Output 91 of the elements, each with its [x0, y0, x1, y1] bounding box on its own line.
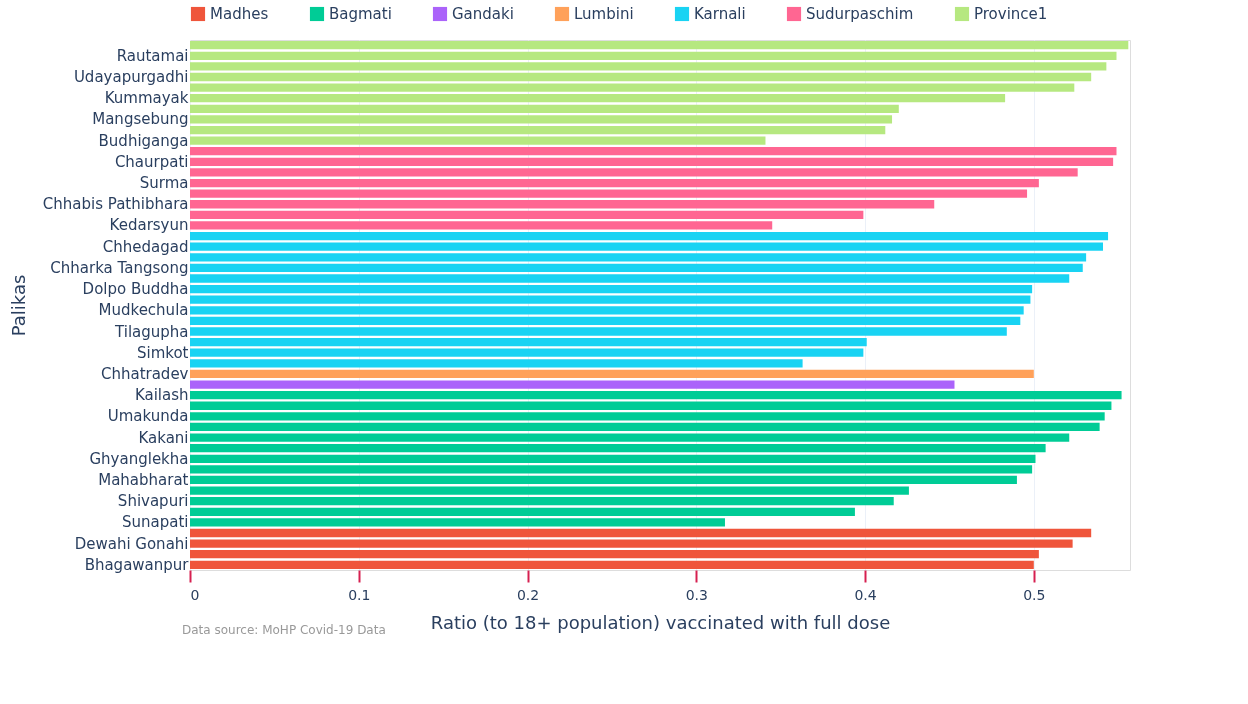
x-tick-label: 0.4 — [854, 586, 877, 603]
bar — [190, 189, 1028, 198]
y-tick-label: Chhatradev — [100, 364, 189, 383]
bar — [190, 528, 1092, 538]
bar — [190, 51, 1117, 60]
bar — [190, 369, 1034, 379]
legend-label: Bagmati — [329, 5, 392, 23]
y-tick-label: Shivapuri — [117, 492, 189, 511]
bar — [190, 518, 725, 527]
bar — [190, 83, 1075, 92]
bar — [190, 465, 1033, 474]
y-tick-label: Ghyanglekha — [89, 449, 189, 468]
y-tick-label: Rautamai — [116, 46, 189, 65]
bar — [190, 359, 803, 368]
bar — [190, 157, 1114, 166]
bar — [190, 168, 1078, 177]
legend-label: Karnali — [694, 5, 746, 23]
y-tick-label: Umakunda — [107, 407, 189, 426]
x-tick-label: 0.5 — [1023, 586, 1046, 603]
y-tick-label: Sunapati — [122, 513, 189, 532]
bar — [190, 348, 864, 357]
bar — [190, 147, 1117, 156]
bar — [190, 337, 867, 347]
y-tick-label: Chaurpati — [114, 152, 189, 171]
bar — [190, 306, 1024, 315]
bar — [190, 401, 1112, 410]
bar — [190, 444, 1046, 453]
bar — [190, 486, 909, 495]
bar — [190, 221, 773, 230]
y-tick-label: Chharka Tangsong — [50, 258, 189, 277]
bar — [190, 263, 1083, 273]
bar — [190, 72, 1092, 82]
bar — [190, 136, 766, 145]
bar — [190, 475, 1017, 485]
x-tick-label: 0.3 — [685, 586, 708, 603]
y-tick-label: Mudkechula — [98, 301, 189, 320]
bar — [190, 178, 1039, 188]
y-tick-label: Mangsebung — [92, 110, 189, 129]
bar — [190, 284, 1033, 294]
y-tick-label: Simkot — [136, 343, 189, 362]
bar — [190, 391, 1122, 400]
bar — [190, 327, 1007, 336]
y-tick-label: Bhagawanpur — [84, 555, 190, 574]
bar — [190, 41, 1129, 50]
y-tick-label: Kailash — [134, 386, 189, 405]
y-axis-title: Palikas — [7, 274, 29, 337]
bar — [190, 560, 1034, 569]
bar — [190, 539, 1073, 548]
bar — [190, 242, 1103, 251]
bar — [190, 316, 1021, 326]
bar — [190, 104, 899, 113]
bar — [190, 253, 1087, 262]
x-tick-label: 0 — [190, 586, 200, 603]
bar — [190, 274, 1070, 283]
legend-label: Sudurpaschim — [806, 5, 914, 23]
y-tick-label: Mahabharat — [98, 470, 189, 489]
y-tick-label: Dolpo Buddha — [82, 280, 189, 299]
y-tick-label: Dewahi Gonahi — [74, 534, 189, 553]
legend-label: Province1 — [974, 5, 1048, 23]
bar — [190, 422, 1100, 432]
bar — [190, 497, 894, 506]
bar — [190, 94, 1006, 103]
bar — [190, 200, 935, 209]
bar — [190, 295, 1031, 304]
x-tick-label: 0.1 — [348, 586, 371, 603]
x-tick-label: 0.2 — [516, 586, 540, 603]
bar — [190, 550, 1039, 559]
legend-label: Madhes — [210, 5, 269, 23]
bar — [190, 507, 855, 516]
bar — [190, 412, 1105, 421]
bar — [190, 380, 955, 389]
legend-label: Lumbini — [574, 5, 634, 23]
y-tick-label: Chhedagad — [102, 237, 189, 256]
source-note: Data source: MoHP Covid-19 Data — [182, 623, 386, 637]
y-tick-label: Budhiganga — [98, 131, 189, 150]
y-tick-label: Surma — [139, 174, 189, 193]
bar — [190, 210, 864, 219]
bar — [190, 62, 1107, 71]
bar — [190, 125, 886, 135]
y-tick-label: Udayapurgadhi — [73, 68, 189, 87]
x-axis-title: Ratio (to 18+ population) vaccinated with full dose — [430, 611, 891, 633]
y-tick-label: Kedarsyun — [109, 216, 189, 235]
y-tick-label: Kummayak — [104, 89, 189, 108]
y-tick-label: Kakani — [138, 428, 189, 447]
bar — [190, 433, 1070, 442]
bar — [190, 231, 1109, 241]
y-tick-label: Tilagupha — [114, 322, 189, 341]
bar — [190, 115, 893, 124]
y-tick-label: Chhabis Pathibhara — [42, 195, 189, 214]
bar — [190, 454, 1036, 463]
legend-label: Gandaki — [452, 5, 514, 23]
